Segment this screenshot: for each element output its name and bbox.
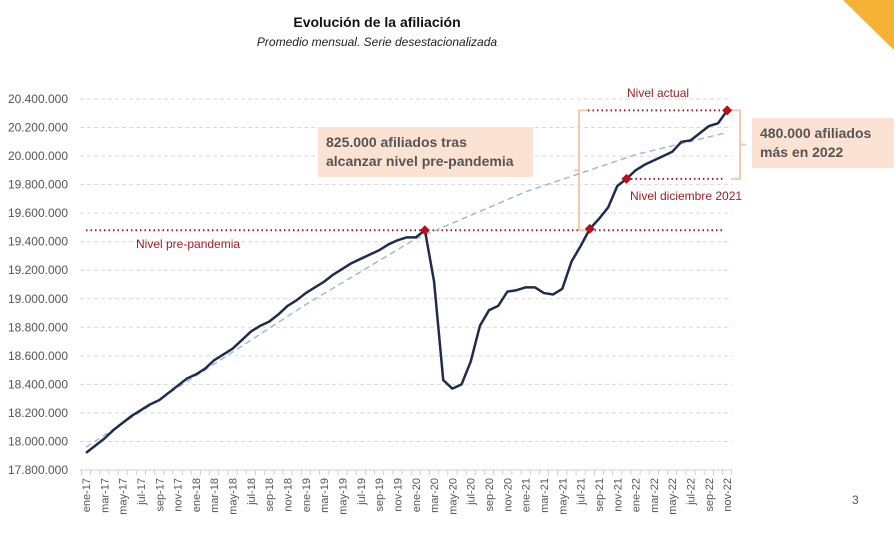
x-tick-label: sep-22: [704, 478, 716, 512]
x-tick-label: nov-22: [722, 478, 734, 512]
y-tick-label: 19.800.000: [8, 178, 68, 192]
y-tick-label: 20.000.000: [8, 149, 68, 163]
x-tick-label: may-18: [228, 478, 240, 515]
annotation-text: 825.000 afiliados tras: [326, 134, 467, 150]
x-tick-label: sep-21: [594, 478, 606, 512]
y-tick-label: 18.600.000: [8, 349, 68, 363]
x-tick-label: ene-21: [521, 478, 533, 512]
y-tick-label: 19.200.000: [8, 263, 68, 277]
marker-point: [584, 223, 595, 234]
x-tick-label: jul-22: [686, 478, 698, 506]
x-tick-label: nov-17: [173, 478, 185, 512]
marker-point: [621, 173, 632, 184]
annotation-box: [752, 118, 894, 168]
x-tick-label: ene-19: [301, 478, 313, 512]
x-tick-label: mar-19: [319, 478, 331, 513]
y-tick-label: 19.000.000: [8, 292, 68, 306]
x-tick-label: sep-20: [484, 478, 496, 512]
x-tick-label: mar-22: [649, 478, 661, 513]
x-tick-label: nov-21: [612, 478, 624, 512]
x-tick-label: jul-17: [136, 478, 148, 506]
x-tick-label: may-20: [447, 478, 459, 515]
corner-decoration: [843, 0, 894, 50]
label-nivel-actual: Nivel actual: [627, 86, 689, 100]
page-number: 3: [852, 493, 859, 507]
x-tick-label: nov-20: [502, 478, 514, 512]
x-tick-label: nov-19: [392, 478, 404, 512]
chart-title: Evolución de la afiliación: [293, 14, 461, 30]
y-tick-label: 20.400.000: [8, 92, 68, 106]
x-tick-label: ene-22: [631, 478, 643, 512]
annotation-text: alcanzar nivel pre-pandemia: [326, 153, 514, 169]
x-tick-label: mar-20: [429, 478, 441, 513]
series-line: [85, 109, 729, 454]
x-tick-label: ene-17: [81, 478, 93, 512]
y-tick-label: 19.600.000: [8, 206, 68, 220]
bracket-recovery: [574, 109, 588, 232]
label-diciembre-2021: Nivel diciembre 2021: [630, 189, 742, 203]
y-tick-label: 18.000.000: [8, 434, 68, 448]
y-tick-label: 18.200.000: [8, 406, 68, 420]
x-tick-label: nov-18: [283, 478, 295, 512]
annotation-box: [318, 127, 533, 177]
y-tick-label: 18.400.000: [8, 377, 68, 391]
x-tick-label: mar-17: [99, 478, 111, 513]
y-tick-label: 19.400.000: [8, 235, 68, 249]
x-tick-label: ene-18: [191, 478, 203, 512]
x-tick-label: may-21: [557, 478, 569, 515]
x-tick-label: jul-21: [576, 478, 588, 506]
bracket-2022: [731, 109, 746, 180]
x-tick-label: jul-18: [246, 478, 258, 506]
trend-line: [85, 131, 728, 448]
x-tick-label: sep-17: [154, 478, 166, 512]
x-tick-label: jul-20: [466, 478, 478, 506]
x-tick-label: may-17: [118, 478, 130, 515]
y-tick-label: 20.200.000: [8, 121, 68, 135]
marker-point: [722, 105, 733, 116]
marker-point: [419, 225, 430, 236]
chart-subtitle: Promedio mensual. Serie desestacionaliza…: [256, 35, 498, 49]
x-tick-label: sep-19: [374, 478, 386, 512]
annotation-text: más en 2022: [760, 144, 843, 160]
x-tick-label: may-22: [667, 478, 679, 515]
annotation-text: 480.000 afiliados: [760, 125, 872, 141]
label-pre-pandemia: Nivel pre-pandemia: [136, 237, 240, 251]
x-tick-label: may-19: [337, 478, 349, 515]
x-tick-label: jul-19: [356, 478, 368, 506]
x-tick-label: ene-20: [411, 478, 423, 512]
x-tick-label: mar-18: [209, 478, 221, 513]
y-tick-label: 18.800.000: [8, 320, 68, 334]
x-tick-label: sep-18: [264, 478, 276, 512]
y-tick-label: 17.800.000: [8, 463, 68, 477]
x-tick-label: mar-21: [539, 478, 551, 513]
